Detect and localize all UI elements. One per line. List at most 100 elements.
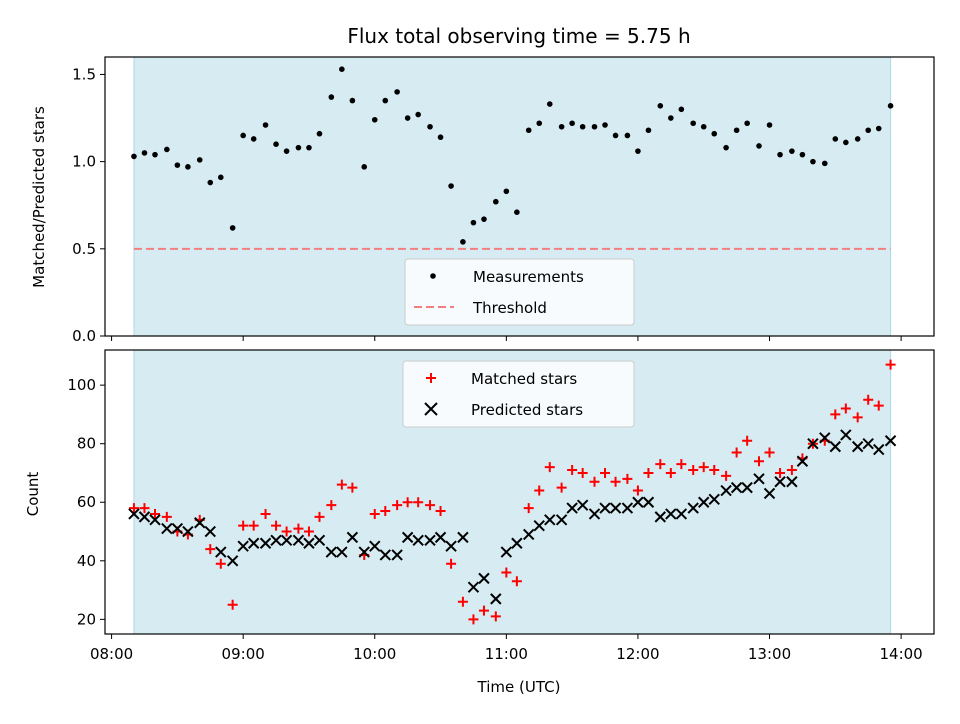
predicted-star-point: [247, 537, 260, 549]
y-axis-label-top: Matched/Predicted stars: [30, 106, 48, 288]
matched-star-point: [764, 447, 775, 458]
top-panel: 0.0 0.5 1.0 1.5 Measurements Threshold: [72, 56, 935, 345]
measurement-point: [427, 123, 433, 130]
matched-star-point: [885, 359, 896, 370]
measurement-point: [349, 97, 356, 104]
predicted-star-point: [774, 476, 786, 488]
measurement-point: [229, 225, 236, 231]
measurement-point: [493, 198, 499, 205]
predicted-star-point: [424, 534, 436, 547]
y-axis-label-bottom: Count: [24, 472, 42, 517]
measurement-point: [525, 127, 532, 134]
measurement-point: [217, 174, 224, 181]
measurement-point: [777, 151, 783, 158]
matched-star-point: [610, 476, 621, 487]
matched-star-point: [205, 544, 216, 555]
y-tick-label: 20: [77, 610, 96, 628]
measurement-point: [316, 130, 323, 137]
predicted-star-point: [412, 534, 424, 547]
measurement-point: [579, 123, 586, 130]
measurement-point: [678, 106, 685, 113]
predicted-star-point: [434, 531, 447, 544]
predicted-star-point: [303, 537, 315, 549]
measurement-point: [240, 132, 246, 139]
matched-star-point: [840, 403, 851, 414]
predicted-star-point: [325, 546, 338, 558]
matched-star-point: [534, 485, 545, 496]
y-tick-label: 1.5: [72, 65, 96, 83]
predicted-star-point: [182, 525, 194, 538]
measurement-point: [460, 239, 466, 245]
matched-star-point: [490, 611, 501, 622]
predicted-star-point: [807, 437, 819, 450]
predicted-star-point: [149, 514, 161, 526]
predicted-star-point: [741, 481, 753, 494]
predicted-star-point: [555, 514, 568, 526]
matched-star-point: [676, 459, 687, 470]
y-tick-label: 40: [77, 552, 96, 570]
predicted-star-point: [523, 528, 535, 541]
predicted-star-point: [730, 481, 743, 494]
predicted-star-point: [851, 440, 864, 453]
x-tick-label: 12:00: [616, 645, 659, 663]
matched-star-point: [347, 482, 358, 493]
matched-star-point: [698, 462, 709, 473]
legend-dot-marker: [430, 273, 436, 279]
matched-star-point: [643, 467, 654, 478]
matched-star-point: [161, 511, 172, 522]
predicted-star-point: [369, 540, 381, 552]
plot-frame: [104, 56, 935, 337]
predicted-star-point: [632, 496, 644, 508]
predicted-star-point: [270, 534, 282, 547]
y-tick-label: 80: [77, 435, 96, 453]
matched-star-point: [688, 465, 699, 476]
measurement-point: [481, 216, 487, 222]
predicted-star-point: [161, 522, 173, 535]
measurement-point: [558, 123, 565, 130]
measurement-point: [657, 103, 664, 109]
matched-star-point: [600, 467, 611, 478]
predicted-star-point: [544, 514, 556, 526]
matched-star-point: [435, 506, 446, 517]
matched-star-point: [556, 482, 567, 493]
x-tick-label: 13:00: [748, 645, 791, 663]
measurement-point: [415, 111, 421, 118]
predicted-star-point: [599, 502, 611, 514]
predicted-star-point: [621, 502, 634, 514]
predicted-star-point: [533, 519, 545, 532]
x-tick-label: 08:00: [90, 645, 133, 663]
measurement-point: [645, 127, 652, 134]
measurement-point: [164, 146, 170, 153]
x-axis-label: Time (UTC): [477, 678, 561, 696]
predicted-star-point: [391, 549, 403, 561]
measurement-point: [514, 209, 520, 215]
measurement-point: [470, 219, 477, 226]
matched-star-point: [622, 473, 633, 484]
measurement-point: [185, 164, 191, 170]
predicted-star-point: [840, 429, 852, 441]
measurement-point: [503, 188, 510, 195]
matched-star-point: [523, 503, 534, 514]
matched-star-point: [215, 558, 226, 569]
measurement-point: [339, 66, 345, 73]
bottom-panel: 20 40 60 80 100 08:00 09:00 10:00 11:00 12:00 13:0…: [67, 349, 935, 663]
measurement-point: [799, 151, 806, 158]
matched-star-point: [369, 508, 380, 519]
predicted-star-point: [819, 432, 831, 444]
measurement-point: [766, 122, 773, 128]
matched-star-point: [655, 459, 666, 470]
predicted-star-point: [292, 534, 305, 547]
matched-star-point: [425, 500, 436, 511]
measurement-point: [756, 143, 762, 149]
matched-star-point: [632, 485, 643, 496]
y-tick-label: 1.0: [72, 153, 96, 171]
measurement-point: [361, 164, 368, 170]
predicted-star-point: [500, 546, 513, 558]
matched-star-point: [852, 412, 863, 423]
measurement-point: [371, 116, 378, 123]
matched-star-point: [303, 526, 314, 537]
predicted-star-point: [665, 508, 677, 520]
predicted-star-point: [829, 440, 842, 453]
y-tick-label: 60: [77, 493, 96, 511]
